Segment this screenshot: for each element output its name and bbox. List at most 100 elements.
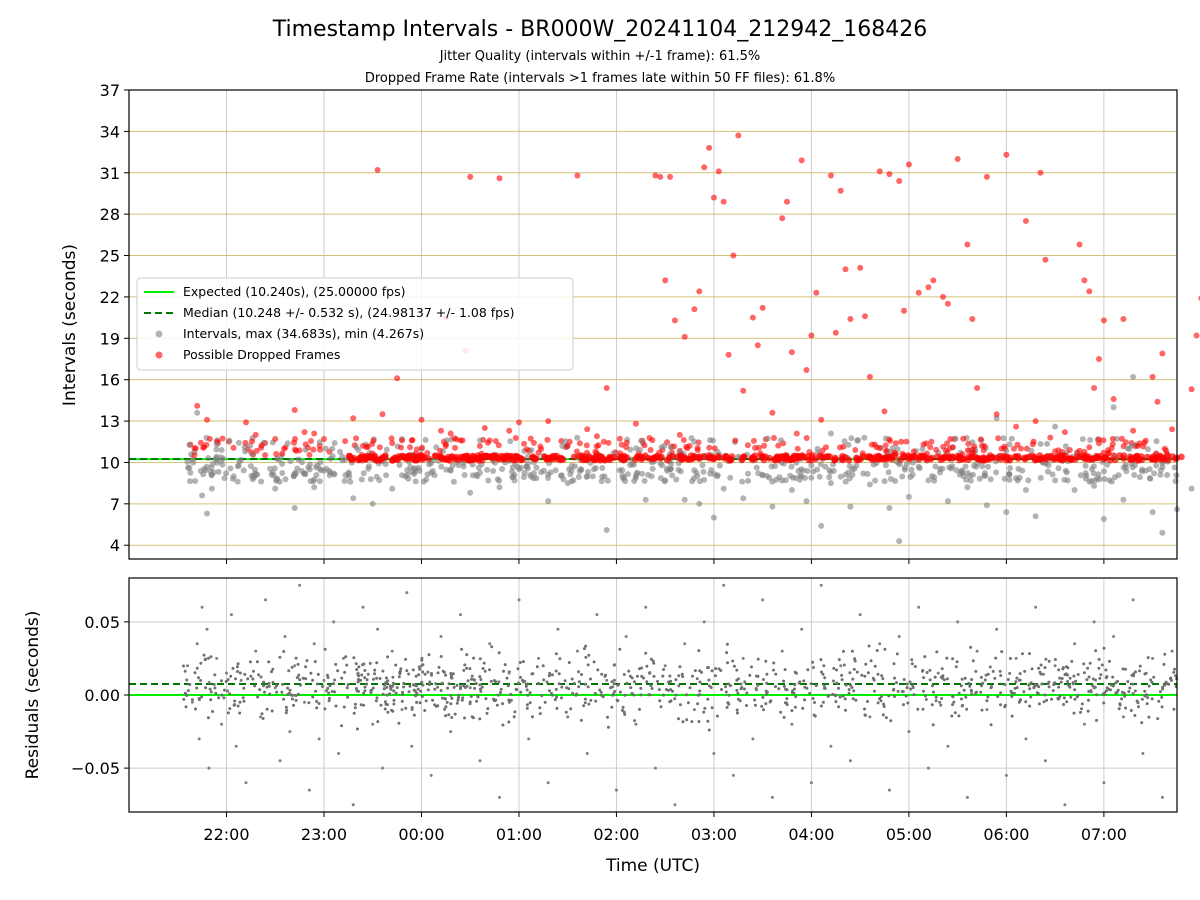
residual-point bbox=[959, 684, 963, 688]
residual-point bbox=[440, 681, 444, 685]
dropped-frame-point bbox=[1006, 454, 1013, 462]
interval-point bbox=[1000, 435, 1007, 442]
dropped-frame-point bbox=[969, 316, 976, 322]
residual-point bbox=[719, 669, 723, 672]
residual-point bbox=[327, 691, 331, 695]
residual-point bbox=[738, 699, 742, 703]
residual-point bbox=[1057, 697, 1060, 701]
dropped-frame-point bbox=[488, 453, 496, 460]
interval-point bbox=[541, 467, 547, 474]
residual-point bbox=[783, 701, 787, 705]
residual-point bbox=[293, 664, 297, 668]
interval-point bbox=[521, 469, 528, 476]
residual-point bbox=[855, 670, 859, 674]
interval-point bbox=[294, 465, 301, 472]
interval-point bbox=[907, 474, 914, 480]
residual-point bbox=[1092, 620, 1096, 624]
residual-point bbox=[531, 715, 534, 719]
dropped-frame-point bbox=[595, 442, 602, 449]
residual-point bbox=[656, 679, 659, 683]
residual-point bbox=[748, 673, 752, 677]
intervals-y-tick-label: 31 bbox=[100, 164, 120, 183]
residual-point bbox=[414, 674, 418, 678]
interval-point bbox=[659, 462, 665, 469]
dropped-frame-point bbox=[482, 452, 490, 460]
residual-point bbox=[819, 658, 823, 662]
residual-point bbox=[236, 670, 239, 673]
dropped-frame-point bbox=[715, 168, 722, 175]
residual-point bbox=[478, 675, 482, 679]
interval-point bbox=[861, 434, 868, 441]
intervals-y-tick-label: 7 bbox=[110, 495, 120, 514]
residual-point bbox=[547, 674, 551, 678]
residual-point bbox=[696, 702, 700, 706]
interval-point bbox=[1071, 487, 1078, 493]
residual-point bbox=[793, 683, 797, 687]
residual-point bbox=[585, 752, 589, 755]
residual-point bbox=[548, 671, 552, 675]
interval-point bbox=[557, 472, 564, 479]
interval-point bbox=[329, 445, 336, 452]
residual-point bbox=[652, 661, 656, 665]
residual-point bbox=[1089, 690, 1093, 694]
residual-point bbox=[460, 698, 464, 702]
residual-point bbox=[188, 683, 192, 686]
interval-point bbox=[952, 435, 959, 442]
dropped-frame-point bbox=[574, 172, 581, 179]
residual-point bbox=[361, 605, 365, 609]
interval-point bbox=[759, 471, 766, 478]
residual-point bbox=[436, 685, 440, 689]
interval-point bbox=[564, 480, 571, 487]
residual-point bbox=[829, 744, 833, 748]
residual-point bbox=[457, 693, 461, 697]
residual-point bbox=[538, 712, 542, 716]
residual-point bbox=[712, 752, 716, 755]
residual-point bbox=[384, 681, 388, 685]
residual-point bbox=[184, 705, 188, 709]
residual-point bbox=[1057, 668, 1061, 672]
interval-point bbox=[477, 469, 483, 476]
interval-point bbox=[1153, 438, 1160, 445]
residual-point bbox=[262, 680, 266, 684]
residual-point bbox=[1073, 697, 1077, 701]
dropped-frame-point bbox=[827, 172, 834, 179]
legend-dropped-frames-swatch bbox=[155, 351, 163, 359]
residual-point bbox=[314, 689, 318, 693]
residual-point bbox=[598, 688, 602, 692]
residual-point bbox=[1028, 704, 1032, 708]
interval-point bbox=[808, 462, 815, 469]
residual-point bbox=[244, 781, 248, 785]
residual-point bbox=[633, 680, 636, 684]
residual-point bbox=[999, 703, 1002, 707]
interval-point bbox=[311, 484, 318, 491]
residual-point bbox=[707, 728, 711, 732]
residual-point bbox=[530, 672, 534, 676]
interval-point bbox=[1157, 471, 1164, 478]
interval-point bbox=[438, 463, 445, 470]
residual-point bbox=[583, 682, 587, 686]
residual-point bbox=[889, 719, 893, 723]
dropped-frame-point bbox=[662, 277, 669, 284]
interval-point bbox=[804, 468, 811, 474]
residual-point bbox=[340, 724, 344, 728]
interval-point bbox=[881, 478, 888, 485]
interval-point bbox=[461, 472, 468, 478]
dropped-frame-point bbox=[467, 173, 474, 180]
residual-point bbox=[282, 650, 286, 653]
residual-point bbox=[942, 678, 946, 682]
residual-point bbox=[685, 718, 689, 722]
residual-point bbox=[444, 697, 447, 701]
residual-point bbox=[526, 682, 530, 686]
interval-point bbox=[599, 465, 606, 471]
residual-point bbox=[336, 669, 340, 673]
interval-point bbox=[1171, 464, 1178, 471]
dropped-frame-point bbox=[311, 430, 318, 437]
residual-point bbox=[229, 613, 233, 617]
residual-point bbox=[813, 701, 816, 704]
residual-point bbox=[819, 704, 823, 708]
residual-point bbox=[739, 682, 743, 686]
interval-point bbox=[221, 475, 228, 482]
residual-point bbox=[1147, 715, 1151, 719]
residual-point bbox=[271, 667, 275, 671]
residual-point bbox=[582, 704, 586, 708]
